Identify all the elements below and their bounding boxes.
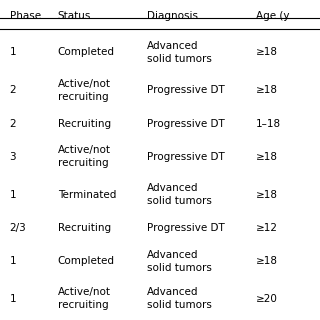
Text: Active/not
recruiting: Active/not recruiting xyxy=(58,79,111,102)
Text: Terminated: Terminated xyxy=(58,189,116,200)
Text: Completed: Completed xyxy=(58,47,115,58)
Text: Progressive DT: Progressive DT xyxy=(147,118,225,129)
Text: Advanced
solid tumors: Advanced solid tumors xyxy=(147,287,212,310)
Text: Advanced
solid tumors: Advanced solid tumors xyxy=(147,183,212,206)
Text: ≥18: ≥18 xyxy=(256,85,278,95)
Text: ≥18: ≥18 xyxy=(256,256,278,266)
Text: Advanced
solid tumors: Advanced solid tumors xyxy=(147,250,212,273)
Text: ≥12: ≥12 xyxy=(256,223,278,233)
Text: 2/3: 2/3 xyxy=(10,223,26,233)
Text: Progressive DT: Progressive DT xyxy=(147,85,225,95)
Text: 1: 1 xyxy=(10,47,16,58)
Text: Status: Status xyxy=(58,11,91,21)
Text: 2: 2 xyxy=(10,85,16,95)
Text: 3: 3 xyxy=(10,152,16,162)
Text: ≥20: ≥20 xyxy=(256,294,278,304)
Text: Progressive DT: Progressive DT xyxy=(147,223,225,233)
Text: Recruiting: Recruiting xyxy=(58,118,111,129)
Text: 1: 1 xyxy=(10,189,16,200)
Text: Advanced
solid tumors: Advanced solid tumors xyxy=(147,41,212,64)
Text: Active/not
recruiting: Active/not recruiting xyxy=(58,287,111,310)
Text: 1–18: 1–18 xyxy=(256,118,281,129)
Text: 1: 1 xyxy=(10,294,16,304)
Text: Age (y: Age (y xyxy=(256,11,290,21)
Text: ≥18: ≥18 xyxy=(256,189,278,200)
Text: Diagnosis: Diagnosis xyxy=(147,11,198,21)
Text: 1: 1 xyxy=(10,256,16,266)
Text: Active/not
recruiting: Active/not recruiting xyxy=(58,145,111,168)
Text: ≥18: ≥18 xyxy=(256,47,278,58)
Text: Completed: Completed xyxy=(58,256,115,266)
Text: Progressive DT: Progressive DT xyxy=(147,152,225,162)
Text: Phase: Phase xyxy=(10,11,41,21)
Text: Recruiting: Recruiting xyxy=(58,223,111,233)
Text: 2: 2 xyxy=(10,118,16,129)
Text: ≥18: ≥18 xyxy=(256,152,278,162)
